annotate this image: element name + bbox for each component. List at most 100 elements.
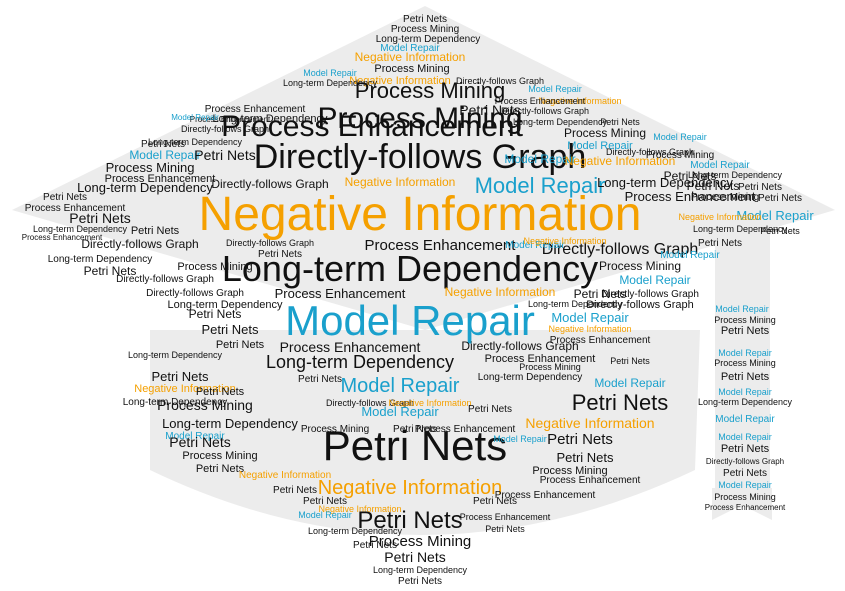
- word-petri-nets: Petri Nets: [323, 422, 507, 469]
- word-process-enhancement: Process Enhancement: [365, 237, 517, 254]
- word-negative-information: Negative Information: [388, 398, 471, 408]
- word-process-enhancement: Process Enhancement: [415, 424, 516, 435]
- word-long-term-dependency: Long-term Dependency: [222, 248, 598, 289]
- word-long-term-dependency: Long-term Dependency: [48, 254, 153, 265]
- word-model-repair: Model Repair: [298, 510, 352, 520]
- word-long-term-dependency: Long-term Dependency: [693, 224, 788, 234]
- word-long-term-dependency: Long-term Dependency: [688, 170, 783, 180]
- word-long-term-dependency: Long-term Dependency: [123, 397, 228, 408]
- word-directly-follows-graph: Directly-follows Graph: [456, 76, 544, 86]
- word-model-repair: Model Repair: [475, 173, 606, 198]
- word-negative-information: Negative Information: [523, 236, 606, 246]
- word-petri-nets: Petri Nets: [141, 139, 185, 150]
- word-negative-information: Negative Information: [445, 285, 556, 299]
- word-process-enhancement: Process Enhancement: [540, 475, 641, 486]
- word-petri-nets: Petri Nets: [468, 404, 512, 415]
- word-long-term-dependency: Long-term Dependency: [376, 34, 481, 45]
- word-negative-information: Negative Information: [678, 212, 761, 222]
- word-petri-nets: Petri Nets: [721, 371, 770, 383]
- word-model-repair: Model Repair: [715, 304, 769, 314]
- word-negative-information: Negative Information: [134, 383, 236, 395]
- word-long-term-dependency: Long-term Dependency: [513, 117, 608, 127]
- word-long-term-dependency: Long-term Dependency: [308, 526, 403, 536]
- word-directly-follows-graph: Directly-follows Graph: [601, 289, 699, 300]
- word-process-mining: Process Mining: [317, 102, 522, 135]
- cap-tassel-cord: [715, 230, 770, 490]
- word-process-enhancement: Process Enhancement: [550, 335, 651, 346]
- word-model-repair: Model Repair: [594, 376, 665, 390]
- word-petri-nets: Petri Nets: [698, 238, 742, 249]
- word-process-enhancement: Process Enhancement: [485, 353, 596, 365]
- word-model-repair: Model Repair: [361, 404, 439, 419]
- word-long-term-dependency: Long-term Dependency: [266, 352, 454, 372]
- word-process-mining: Process Mining: [519, 362, 581, 372]
- word-directly-follows-graph: Directly-follows Graph: [181, 124, 269, 134]
- word-long-term-dependency: Long-term Dependency: [128, 350, 223, 360]
- word-model-repair: Model Repair: [380, 43, 440, 54]
- word-process-enhancement: Process Enhancement: [221, 110, 523, 143]
- word-process-mining: Process Mining: [106, 160, 195, 175]
- word-petri-nets: Petri Nets: [201, 322, 259, 337]
- word-process-mining: Process Mining: [355, 78, 505, 103]
- word-negative-information: Negative Information: [525, 415, 654, 431]
- word-model-repair: Model Repair: [493, 434, 547, 444]
- word-petri-nets: Petri Nets: [485, 524, 525, 534]
- word-petri-nets: Petri Nets: [69, 210, 130, 226]
- word-long-term-dependency: Long-term Dependency: [597, 175, 733, 190]
- word-long-term-dependency: Long-term Dependency: [33, 224, 128, 234]
- word-petri-nets: Petri Nets: [721, 325, 770, 337]
- word-directly-follows-graph: Directly-follows Graph: [586, 299, 694, 311]
- word-process-mining: Process Mining: [391, 24, 459, 35]
- word-long-term-dependency: Long-term Dependency: [528, 299, 623, 309]
- word-long-term-dependency: Long-term Dependency: [77, 180, 213, 195]
- word-petri-nets: Petri Nets: [758, 193, 802, 204]
- word-petri-nets: Petri Nets: [194, 147, 255, 163]
- word-negative-information: Negative Information: [345, 175, 456, 189]
- word-long-term-dependency: Long-term Dependency: [698, 397, 793, 407]
- word-petri-nets: Petri Nets: [273, 485, 317, 496]
- word-petri-nets: Petri Nets: [151, 369, 209, 384]
- word-process-mining: Process Mining: [646, 150, 714, 161]
- word-process-mining: Process Mining: [714, 492, 776, 502]
- word-petri-nets: Petri Nets: [574, 287, 627, 301]
- word-model-repair: Model Repair: [303, 68, 357, 78]
- word-long-term-dependency: Long-term Dependency: [373, 565, 468, 575]
- word-model-repair: Model Repair: [285, 297, 535, 344]
- word-petri-nets: Petri Nets: [459, 102, 520, 118]
- word-long-term-dependency: Long-term Dependency: [283, 78, 378, 88]
- word-petri-nets: Petri Nets: [353, 540, 397, 551]
- word-petri-nets: Petri Nets: [556, 450, 614, 465]
- word-model-repair: Model Repair: [718, 432, 772, 442]
- word-long-term-dependency: Long-term Dependency: [148, 137, 243, 147]
- word-process-mining: Process Mining: [157, 397, 253, 413]
- word-process-enhancement: Process Enhancement: [495, 490, 596, 501]
- word-process-enhancement: Process Enhancement: [105, 173, 216, 185]
- word-process-enhancement: Process Enhancement: [275, 286, 406, 301]
- word-negative-information: Negative Information: [548, 324, 631, 334]
- word-process-mining: Process Mining: [369, 533, 472, 550]
- word-process-enhancement: Process Enhancement: [280, 339, 421, 355]
- word-model-repair: Model Repair: [715, 414, 775, 425]
- word-petri-nets: Petri Nets: [384, 549, 445, 565]
- word-directly-follows-graph: Directly-follows Graph: [226, 238, 314, 248]
- word-process-mining: Process Mining: [564, 126, 646, 140]
- graduation-cap-shape: [12, 6, 835, 535]
- word-petri-nets: Petri Nets: [131, 225, 180, 237]
- word-petri-nets: Petri Nets: [43, 192, 87, 203]
- word-petri-nets: Petri Nets: [547, 431, 613, 448]
- word-long-term-dependency: Long-term Dependency: [213, 113, 328, 125]
- word-process-mining: Process Mining: [714, 315, 776, 325]
- word-model-repair: Model Repair: [505, 240, 565, 251]
- word-model-repair: Model Repair: [690, 160, 750, 171]
- word-model-repair: Model Repair: [567, 140, 633, 152]
- word-petri-nets: Petri Nets: [298, 374, 342, 385]
- word-model-repair: Model Repair: [165, 431, 225, 442]
- word-directly-follows-graph: Directly-follows Graph: [606, 147, 694, 157]
- word-petri-nets: Petri Nets: [258, 249, 302, 260]
- word-negative-information: Negative Information: [318, 504, 401, 514]
- word-petri-nets: Petri Nets: [357, 507, 462, 534]
- word-model-repair: Model Repair: [504, 152, 575, 166]
- word-model-repair: Model Repair: [653, 132, 707, 142]
- cap-tassel-end: [712, 488, 772, 520]
